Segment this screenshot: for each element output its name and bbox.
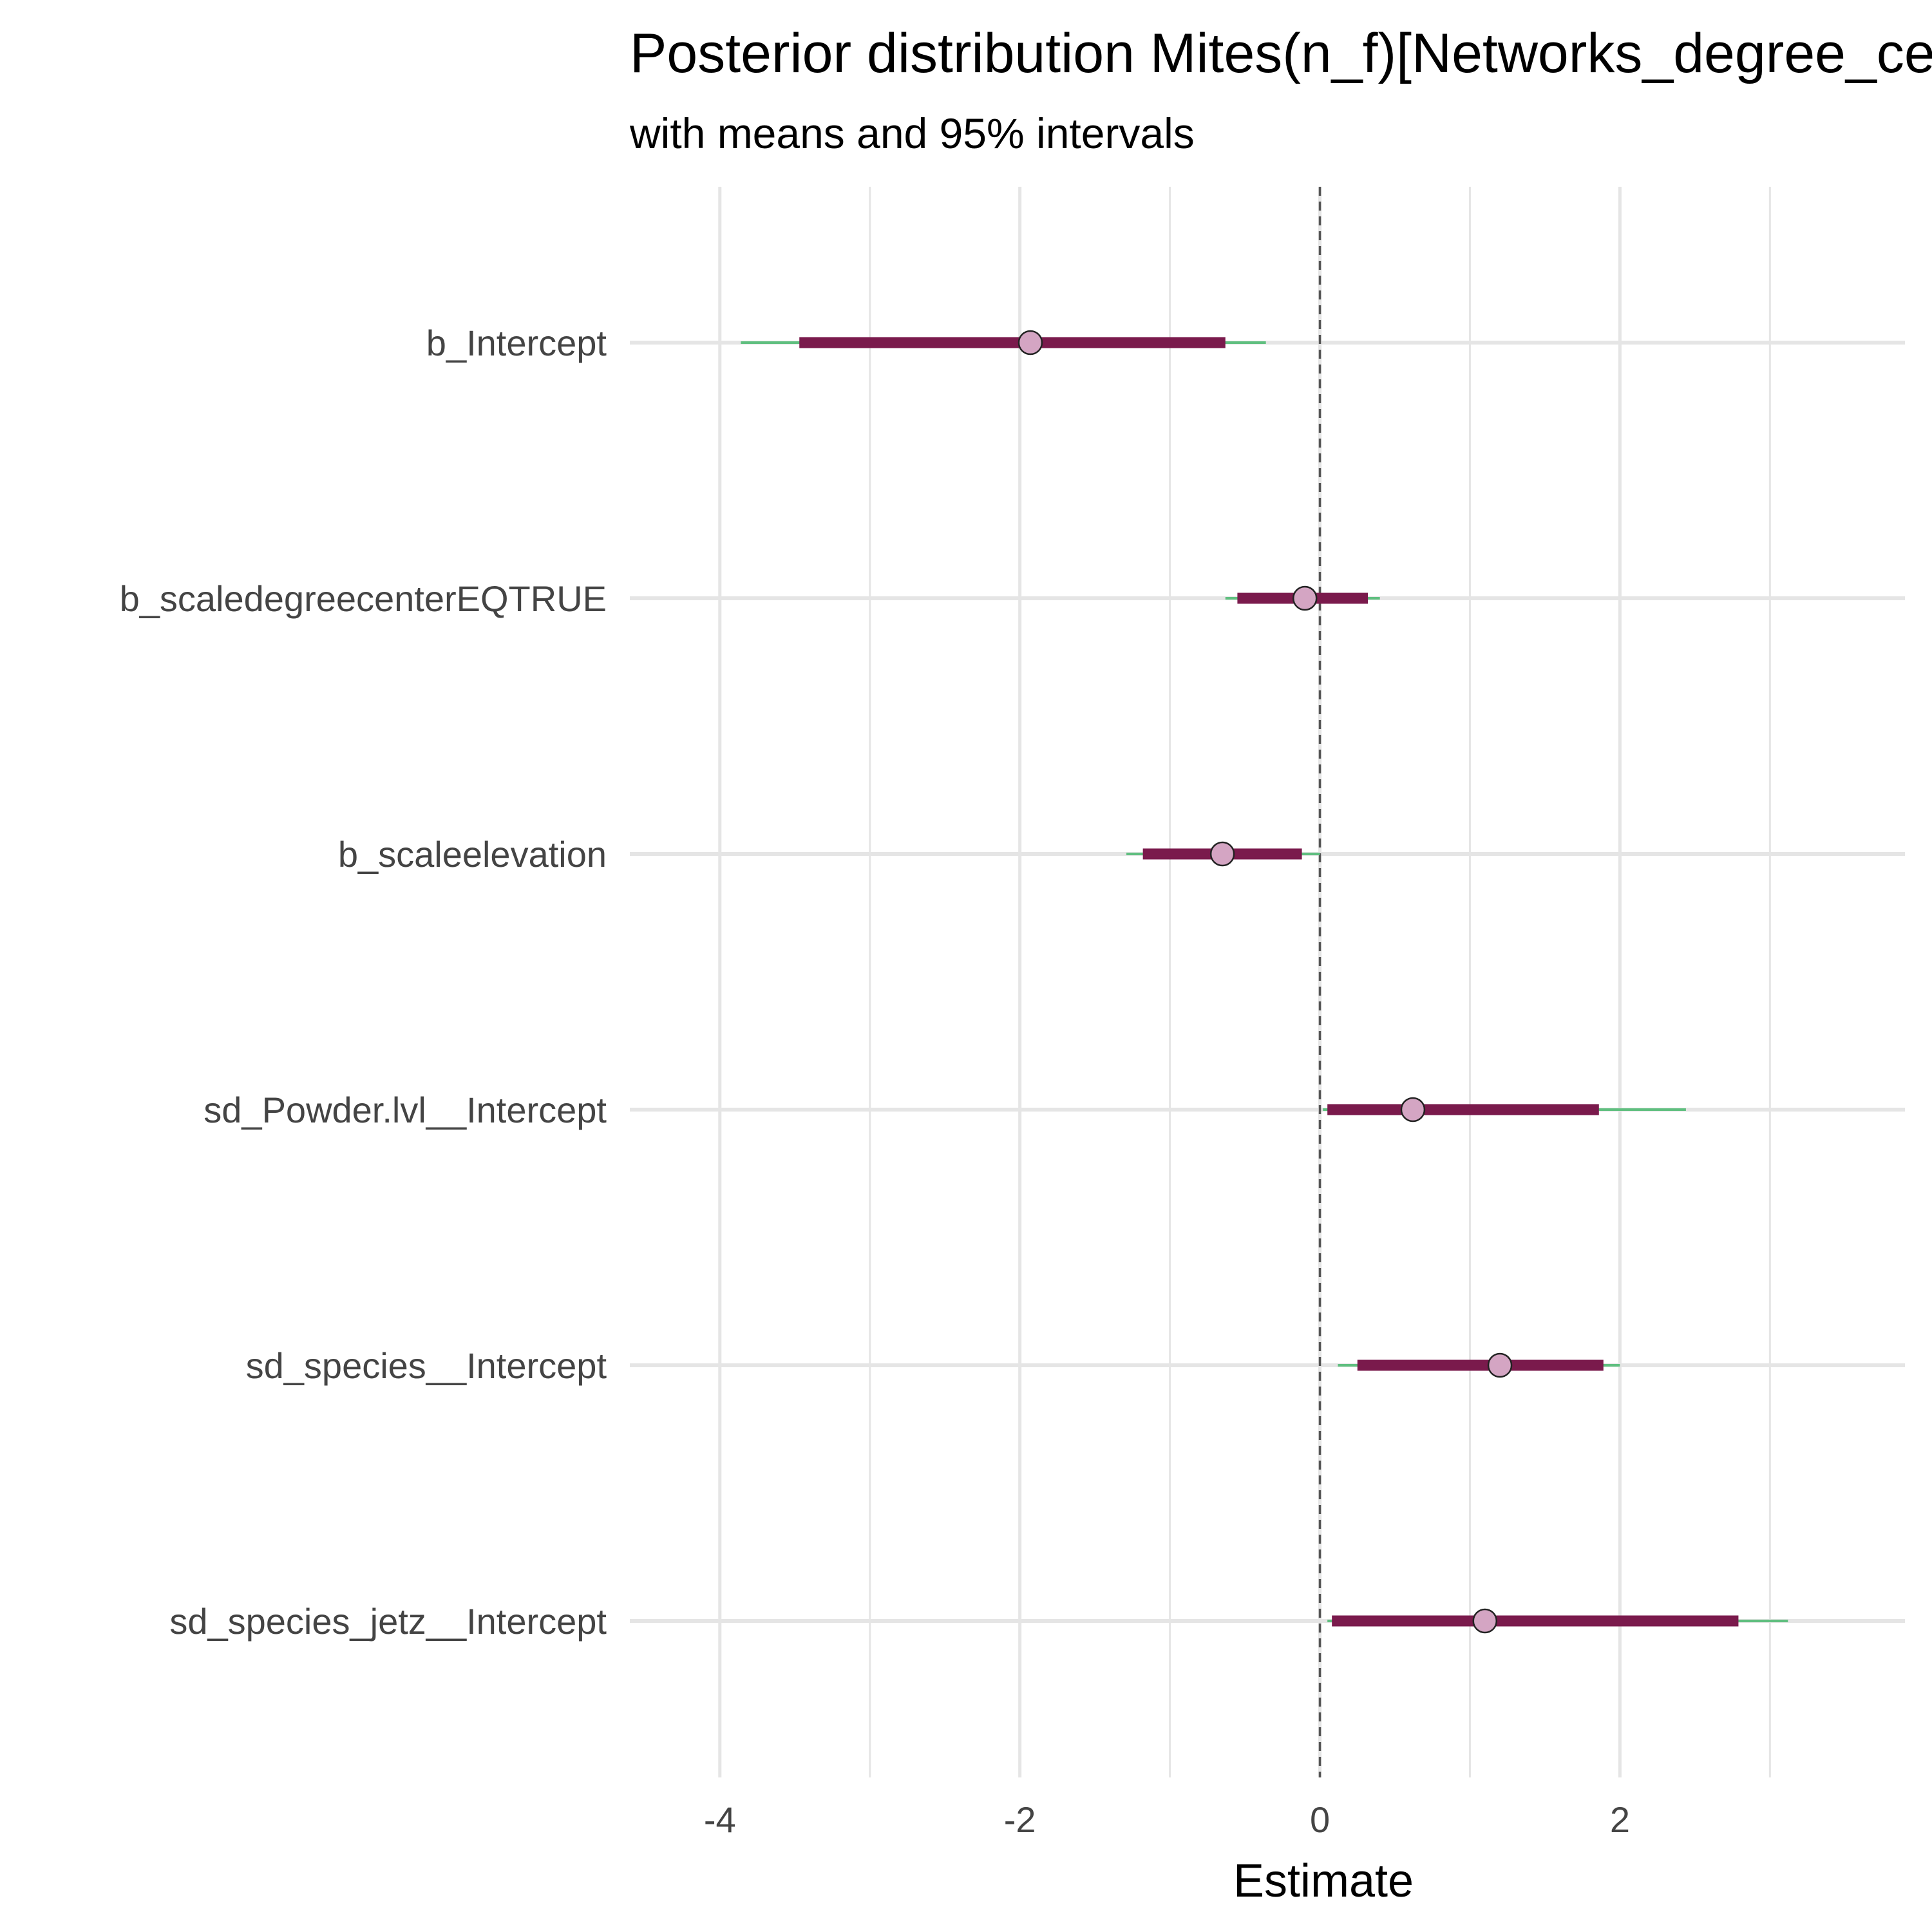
mean-point <box>1209 841 1235 867</box>
y-tick-label: b_scaledegreecenterEQTRUE <box>120 578 607 619</box>
x-tick-labels: -4 -2 0 2 <box>704 1799 1630 1840</box>
mean-point <box>1472 1608 1498 1634</box>
y-tick-label: sd_Powder.lvl__Intercept <box>204 1090 607 1130</box>
x-tick-label: -4 <box>704 1799 736 1840</box>
chart-subtitle: with means and 95% intervals <box>629 109 1195 157</box>
mean-point <box>1400 1097 1426 1122</box>
y-tick-label: b_scaleelevation <box>338 834 607 875</box>
interval-layer <box>741 330 1788 1634</box>
x-tick-label: -2 <box>1004 1799 1036 1840</box>
y-tick-label: sd_species__Intercept <box>246 1345 607 1386</box>
y-tick-labels: b_Intercept b_scaledegreecenterEQTRUE b_sc… <box>120 323 607 1642</box>
x-axis-title: Estimate <box>1233 1855 1414 1907</box>
mean-point <box>1018 330 1043 355</box>
x-tick-label: 0 <box>1310 1799 1330 1840</box>
x-tick-label: 2 <box>1610 1799 1630 1840</box>
grid <box>630 187 1905 1777</box>
y-tick-label: b_Intercept <box>426 323 607 363</box>
y-tick-label: sd_species_jetz__Intercept <box>169 1601 607 1642</box>
mean-point <box>1292 585 1318 611</box>
chart-title: Posterior distribution Mites(n_f)[Networ… <box>630 23 1932 84</box>
mean-point <box>1487 1352 1513 1378</box>
